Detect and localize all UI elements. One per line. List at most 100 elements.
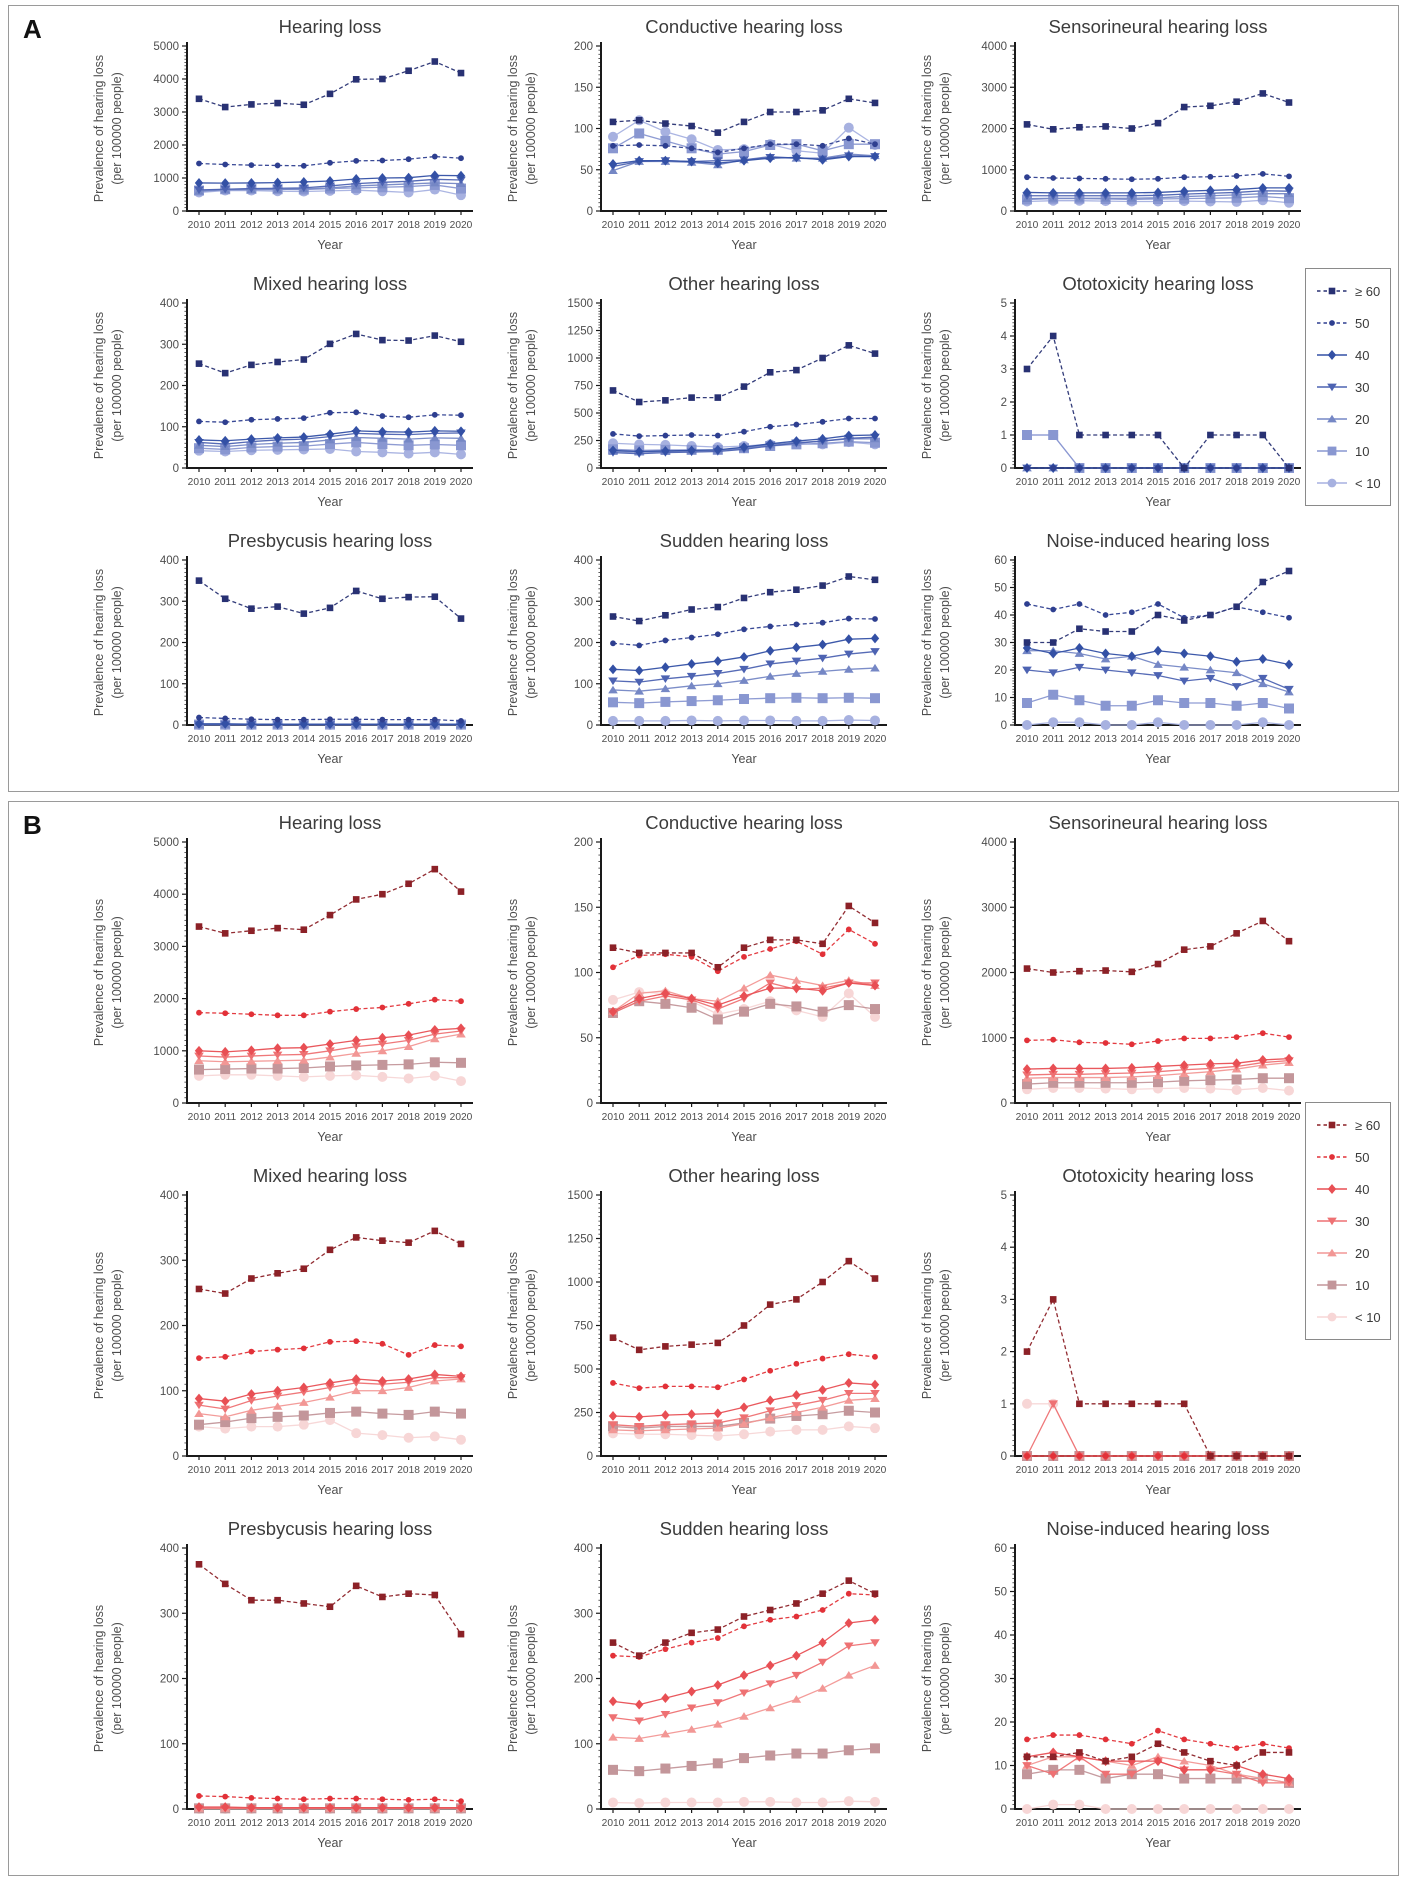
x-tick-label: 2015 <box>1147 1465 1170 1476</box>
y-tick-label: 100 <box>160 1386 179 1398</box>
legend-entry-60plus: ≥ 60 <box>1316 281 1382 301</box>
x-tick-label: 2018 <box>811 734 834 745</box>
y-tick-label: 2000 <box>981 968 1007 980</box>
legend-marker-icon <box>1316 284 1348 298</box>
y-axis-label: (per 100000 people) <box>938 1622 952 1735</box>
x-tick-label: 2010 <box>1016 734 1039 745</box>
x-axis-label: Year <box>317 1836 342 1850</box>
y-axis-label: Prevalence of hearing loss <box>506 55 520 202</box>
y-tick-label: 10 <box>994 1761 1007 1773</box>
x-tick-label: 2012 <box>1068 1465 1091 1476</box>
y-tick-label: 100 <box>160 422 179 434</box>
legend-marker-icon <box>1316 444 1348 458</box>
y-tick-label: 750 <box>574 1321 593 1333</box>
y-tick-label: 1 <box>1001 1399 1007 1411</box>
y-axis-label: (per 100000 people) <box>110 1622 124 1735</box>
y-axis-label: Prevalence of hearing loss <box>920 1605 934 1752</box>
y-axis-label: (per 100000 people) <box>938 916 952 1029</box>
x-axis-label: Year <box>731 1836 756 1850</box>
x-tick-label: 2017 <box>785 734 808 745</box>
x-tick-label: 2017 <box>785 1112 808 1123</box>
series-line-30 <box>1027 1404 1289 1456</box>
chart-title: Presbycusis hearing loss <box>228 1518 433 1539</box>
x-axis-label: Year <box>731 1483 756 1497</box>
y-tick-label: 50 <box>580 1033 593 1045</box>
x-tick-label: 2018 <box>1225 1818 1248 1829</box>
x-tick-label: 2012 <box>240 220 263 231</box>
x-tick-label: 2014 <box>706 477 729 488</box>
chart-svg-noise-induced-hearing-loss: Noise-induced hearing loss Prevalence of … <box>905 1516 1313 1864</box>
y-tick-label: 400 <box>574 1543 593 1555</box>
x-tick-label: 2012 <box>240 1465 263 1476</box>
y-tick-label: 5 <box>1001 1190 1007 1202</box>
chart-title: Other hearing loss <box>668 273 819 294</box>
y-tick-label: 100 <box>574 1739 593 1751</box>
x-tick-label: 2018 <box>1225 1465 1248 1476</box>
x-tick-label: 2011 <box>214 477 236 488</box>
y-tick-label: 1000 <box>567 353 593 365</box>
y-tick-label: 5000 <box>153 41 179 53</box>
x-tick-label: 2019 <box>423 1112 446 1123</box>
chart-title: Noise-induced hearing loss <box>1046 1518 1269 1539</box>
y-axis-label: (per 100000 people) <box>524 1622 538 1735</box>
y-axis-label: Prevalence of hearing loss <box>920 55 934 202</box>
x-tick-label: 2010 <box>602 1112 625 1123</box>
legend-label: 40 <box>1355 348 1369 363</box>
y-tick-label: 0 <box>587 1098 593 1110</box>
x-tick-label: 2018 <box>1225 1112 1248 1123</box>
x-tick-label: 2014 <box>706 220 729 231</box>
x-tick-label: 2011 <box>1042 1112 1064 1123</box>
y-axis-label: (per 100000 people) <box>110 329 124 442</box>
x-tick-label: 2011 <box>214 1465 236 1476</box>
x-tick-label: 2017 <box>371 1818 394 1829</box>
x-tick-label: 2015 <box>1147 1112 1170 1123</box>
x-tick-label: 2016 <box>759 220 782 231</box>
x-tick-label: 2013 <box>266 1112 289 1123</box>
y-tick-label: 0 <box>1001 463 1007 475</box>
y-axis-label: (per 100000 people) <box>524 329 538 442</box>
x-tick-label: 2019 <box>1251 477 1274 488</box>
y-tick-label: 0 <box>587 720 593 732</box>
legend-label: < 10 <box>1355 476 1381 491</box>
y-axis-label: (per 100000 people) <box>938 72 952 185</box>
legend-entry-10: 10 <box>1316 1275 1382 1295</box>
y-tick-label: 0 <box>587 206 593 218</box>
x-tick-label: 2013 <box>266 477 289 488</box>
y-tick-label: 60 <box>994 555 1007 567</box>
legend-label: 10 <box>1355 444 1369 459</box>
y-tick-label: 300 <box>574 596 593 608</box>
y-tick-label: 4 <box>1001 331 1008 343</box>
legend-entry-40: 40 <box>1316 1179 1382 1199</box>
y-tick-label: 30 <box>994 638 1007 650</box>
y-tick-label: 200 <box>160 638 179 650</box>
x-tick-label: 2019 <box>837 1112 860 1123</box>
x-tick-label: 2012 <box>1068 477 1091 488</box>
legend-marker-icon <box>1316 412 1348 426</box>
x-tick-label: 2014 <box>292 1112 315 1123</box>
x-tick-label: 2014 <box>706 1112 729 1123</box>
x-tick-label: 2012 <box>240 1818 263 1829</box>
series-line-60plus <box>199 1564 461 1634</box>
y-tick-label: 300 <box>160 596 179 608</box>
x-tick-label: 2019 <box>423 1465 446 1476</box>
x-tick-label: 2011 <box>214 1818 236 1829</box>
legend-label: < 10 <box>1355 1310 1381 1325</box>
chart-title: Noise-induced hearing loss <box>1046 530 1269 551</box>
x-tick-label: 2011 <box>1042 1818 1064 1829</box>
y-tick-label: 400 <box>160 1543 179 1555</box>
x-tick-label: 2015 <box>319 220 342 231</box>
series-line-60plus <box>613 345 875 402</box>
x-tick-label: 2016 <box>345 1112 368 1123</box>
x-tick-label: 2012 <box>654 477 677 488</box>
